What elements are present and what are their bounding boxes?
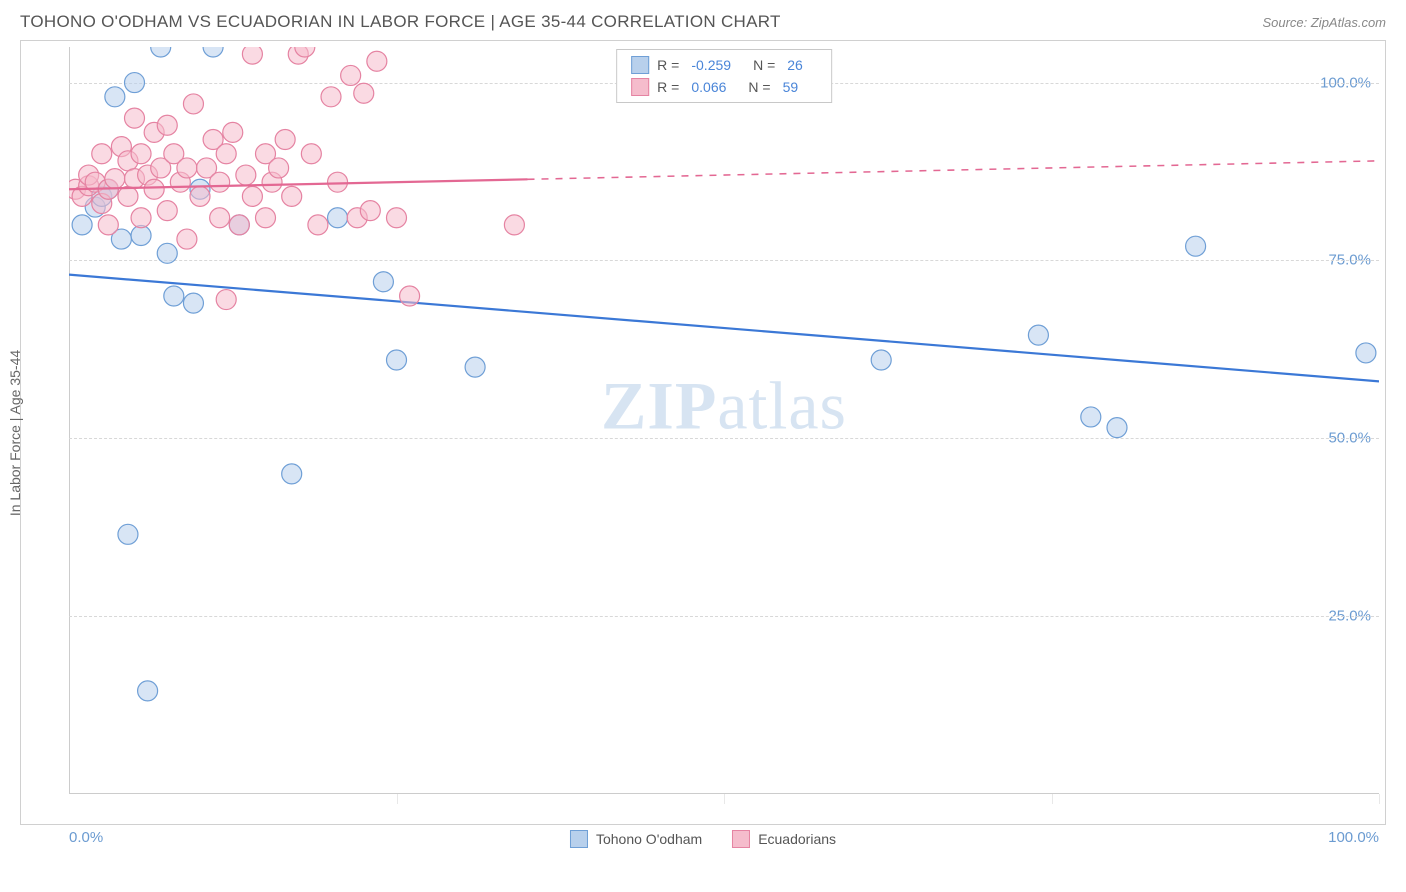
data-point xyxy=(328,172,348,192)
data-point xyxy=(328,208,348,228)
data-point xyxy=(321,87,341,107)
data-point xyxy=(282,186,302,206)
data-point xyxy=(164,286,184,306)
data-point xyxy=(282,464,302,484)
data-point xyxy=(157,201,177,221)
data-point xyxy=(367,51,387,71)
r-value: -0.259 xyxy=(691,57,731,73)
data-point xyxy=(216,144,236,164)
data-point xyxy=(341,65,361,85)
data-point xyxy=(269,158,289,178)
data-point xyxy=(210,208,230,228)
x-axis-region xyxy=(69,794,1379,824)
data-point xyxy=(360,201,380,221)
data-point xyxy=(131,226,151,246)
legend-item: Ecuadorians xyxy=(732,830,836,848)
data-point xyxy=(105,87,125,107)
r-value: 0.066 xyxy=(691,79,726,95)
data-point xyxy=(210,172,230,192)
data-point xyxy=(275,129,295,149)
data-point xyxy=(216,290,236,310)
data-point xyxy=(354,83,374,103)
data-point xyxy=(1028,325,1048,345)
plot-region: ZIPatlas R =-0.259N =26R =0.066N =59 25.… xyxy=(69,47,1379,794)
n-value: 59 xyxy=(783,79,799,95)
data-point xyxy=(236,165,256,185)
data-point xyxy=(229,215,249,235)
legend-swatch xyxy=(631,78,649,96)
scatter-svg xyxy=(69,47,1379,794)
data-point xyxy=(871,350,891,370)
data-point xyxy=(151,47,171,57)
data-point xyxy=(118,524,138,544)
data-point xyxy=(131,144,151,164)
data-point xyxy=(223,122,243,142)
legend-row: R = 0.066 N = 59 xyxy=(631,76,817,98)
trend-line xyxy=(69,275,1379,382)
data-point xyxy=(157,115,177,135)
data-point xyxy=(242,186,262,206)
data-point xyxy=(387,350,407,370)
data-point xyxy=(203,47,223,57)
data-point xyxy=(92,144,112,164)
data-point xyxy=(387,208,407,228)
series-legend: Tohono O'odham Ecuadorians xyxy=(570,830,836,848)
data-point xyxy=(1186,236,1206,256)
x-tick-min: 0.0% xyxy=(69,829,103,846)
data-point xyxy=(1081,407,1101,427)
r-label: R = xyxy=(657,57,679,73)
y-axis-label: In Labor Force | Age 35-44 xyxy=(7,349,23,515)
data-point xyxy=(125,108,145,128)
legend-swatch xyxy=(570,830,588,848)
n-value: 26 xyxy=(787,57,803,73)
data-point xyxy=(144,179,164,199)
data-point xyxy=(242,47,262,64)
correlation-legend: R = -0.259 N = 26 R = 0.066 N = 59 xyxy=(616,49,832,103)
data-point xyxy=(131,208,151,228)
x-tick-max: 100.0% xyxy=(1328,829,1379,846)
legend-row: R = -0.259 N = 26 xyxy=(631,54,817,76)
n-label: N = xyxy=(753,57,775,73)
legend-label: Ecuadorians xyxy=(758,831,836,847)
legend-item: Tohono O'odham xyxy=(570,830,702,848)
data-point xyxy=(177,158,197,178)
data-point xyxy=(190,186,210,206)
data-point xyxy=(138,681,158,701)
data-point xyxy=(105,169,125,189)
data-point xyxy=(400,286,420,306)
data-point xyxy=(465,357,485,377)
n-label: N = xyxy=(748,79,770,95)
chart-title: TOHONO O'ODHAM VS ECUADORIAN IN LABOR FO… xyxy=(20,12,781,32)
trend-line-extrapolated xyxy=(528,161,1380,179)
data-point xyxy=(1107,418,1127,438)
data-point xyxy=(308,215,328,235)
legend-swatch xyxy=(732,830,750,848)
data-point xyxy=(183,293,203,313)
chart-container: In Labor Force | Age 35-44 ZIPatlas R =-… xyxy=(20,40,1386,825)
data-point xyxy=(183,94,203,114)
data-point xyxy=(1356,343,1376,363)
data-point xyxy=(504,215,524,235)
legend-label: Tohono O'odham xyxy=(596,831,702,847)
data-point xyxy=(373,272,393,292)
data-point xyxy=(157,243,177,263)
data-point xyxy=(98,215,118,235)
data-point xyxy=(72,215,92,235)
chart-source: Source: ZipAtlas.com xyxy=(1262,15,1386,30)
data-point xyxy=(256,208,276,228)
data-point xyxy=(118,186,138,206)
r-label: R = xyxy=(657,79,679,95)
data-point xyxy=(177,229,197,249)
legend-swatch xyxy=(631,56,649,74)
data-point xyxy=(125,73,145,93)
data-point xyxy=(301,144,321,164)
